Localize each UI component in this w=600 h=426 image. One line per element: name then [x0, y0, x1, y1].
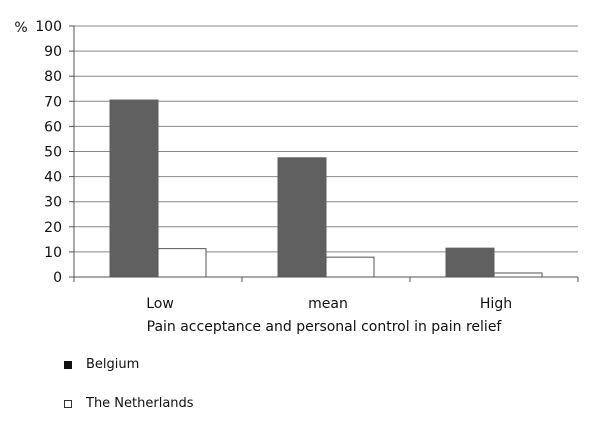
legend-swatch-empty [64, 399, 72, 408]
x-category-labels: Low mean High [146, 296, 512, 312]
y-tick-label: 80 [44, 69, 62, 85]
legend-item-belgium: Belgium [64, 357, 139, 372]
bar-belgium-high [445, 247, 495, 278]
x-category-label: Low [146, 296, 174, 312]
bar-belgium-mean [277, 157, 327, 278]
y-tick-label: 40 [44, 170, 62, 186]
legend-label: The Netherlands [86, 396, 194, 411]
y-tick-label: 0 [53, 270, 62, 286]
x-category-label: mean [308, 296, 348, 312]
y-tick-label: 60 [44, 119, 62, 135]
y-tick-label: 70 [44, 94, 62, 110]
y-unit-label: % [14, 20, 27, 36]
bar-the-netherlands-high [493, 272, 543, 278]
x-axis-title: Pain acceptance and personal control in … [147, 319, 503, 335]
y-tick-label: 30 [44, 195, 62, 211]
y-tick-label: 100 [35, 19, 62, 35]
legend-label: Belgium [86, 357, 140, 372]
legend-swatch-filled [64, 360, 72, 369]
x-category-label: High [480, 296, 512, 312]
bar-the-netherlands-mean [325, 256, 375, 278]
bar-belgium-low [109, 99, 159, 278]
legend-item-netherlands: The Netherlands [64, 396, 194, 411]
axes [69, 25, 579, 282]
y-tick-label: 20 [44, 220, 62, 236]
y-tick-label: 50 [44, 145, 62, 161]
bar-the-netherlands-low [157, 248, 207, 278]
y-tick-labels: 0 10 20 30 40 50 60 70 80 90 100 [35, 19, 62, 286]
y-tick-label: 90 [44, 44, 62, 60]
y-tick-label: 10 [44, 245, 62, 261]
